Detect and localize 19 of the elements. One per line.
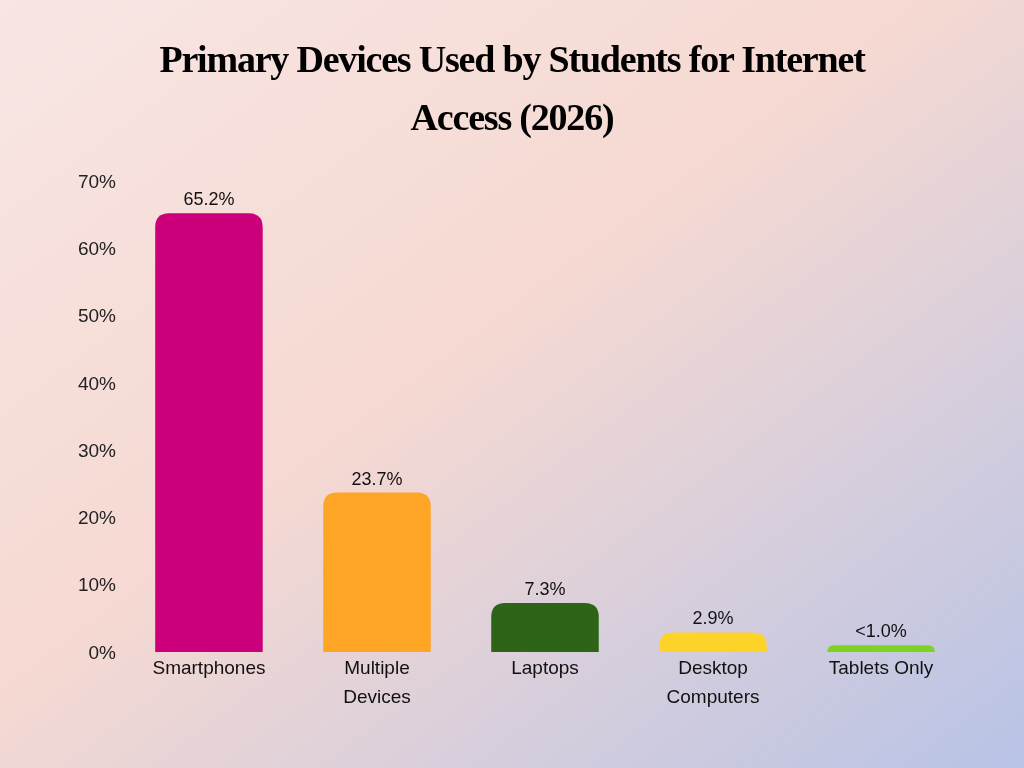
data-label: 65.2% — [183, 189, 235, 210]
y-tick-label: 40% — [77, 372, 117, 394]
chart-title: Primary Devices Used by Students for Internet Access (2026) — [159, 38, 867, 139]
x-tick-label: Tablets Only — [828, 657, 934, 678]
y-tick-label: 30% — [77, 439, 117, 461]
data-label: 2.9% — [692, 608, 734, 629]
y-tick-label: 60% — [77, 237, 117, 259]
y-tick-label: 20% — [77, 507, 117, 529]
data-label: <1.0% — [855, 621, 907, 642]
y-tick-label: 0% — [88, 641, 117, 663]
x-tick-label: Smartphones — [152, 657, 266, 678]
x-tick-label: Desktop Computers — [666, 657, 760, 707]
data-label: 23.7% — [351, 468, 403, 489]
y-tick-label: 50% — [77, 305, 117, 327]
data-label: 7.3% — [524, 578, 566, 599]
x-tick-label: Multiple Devices — [343, 657, 411, 707]
y-tick-label: 70% — [77, 170, 117, 192]
x-tick-label: Laptops — [511, 657, 579, 678]
y-tick-label: 10% — [77, 574, 117, 596]
